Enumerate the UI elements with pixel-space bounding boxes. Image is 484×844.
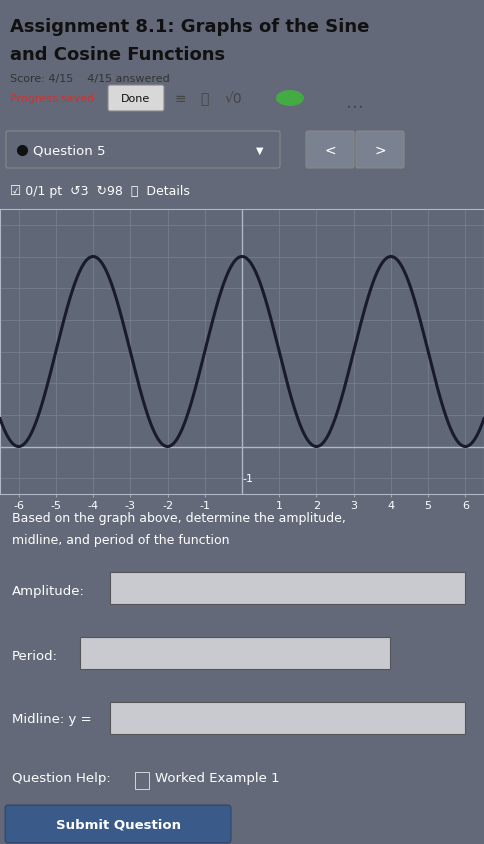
Ellipse shape: [276, 91, 304, 107]
Text: ☑ 0/1 pt  ↺3  ↻98  ⓘ  Details: ☑ 0/1 pt ↺3 ↻98 ⓘ Details: [10, 186, 190, 198]
FancyBboxPatch shape: [356, 132, 404, 169]
Text: Worked Example 1: Worked Example 1: [155, 771, 280, 785]
Text: Submit Question: Submit Question: [56, 818, 181, 830]
FancyBboxPatch shape: [110, 572, 465, 604]
FancyBboxPatch shape: [80, 637, 390, 669]
Bar: [135, 772, 149, 789]
FancyBboxPatch shape: [306, 132, 354, 169]
Text: Question Help:: Question Help:: [12, 771, 111, 785]
Text: Question 5: Question 5: [33, 144, 106, 157]
Text: Progress saved: Progress saved: [10, 94, 94, 104]
Text: Midline: y =: Midline: y =: [12, 712, 91, 725]
Text: ▼: ▼: [256, 146, 264, 156]
Text: ⋮: ⋮: [340, 90, 358, 107]
Text: midline, and period of the function: midline, and period of the function: [12, 533, 229, 546]
Text: Amplitude:: Amplitude:: [12, 584, 85, 598]
Text: Based on the graph above, determine the amplitude,: Based on the graph above, determine the …: [12, 511, 346, 524]
Text: and Cosine Functions: and Cosine Functions: [10, 46, 225, 64]
Text: Score: 4/15    4/15 answered: Score: 4/15 4/15 answered: [10, 74, 170, 84]
Text: >: >: [374, 143, 386, 158]
Text: Period:: Period:: [12, 649, 58, 663]
Text: -1: -1: [242, 473, 253, 484]
Text: √0: √0: [225, 92, 242, 106]
Text: ⎙: ⎙: [200, 92, 209, 106]
FancyBboxPatch shape: [6, 132, 280, 169]
FancyBboxPatch shape: [108, 86, 164, 112]
Text: <: <: [324, 143, 336, 158]
FancyBboxPatch shape: [5, 805, 231, 843]
Text: Done: Done: [121, 94, 151, 104]
FancyBboxPatch shape: [110, 702, 465, 734]
Text: Assignment 8.1: Graphs of the Sine: Assignment 8.1: Graphs of the Sine: [10, 18, 369, 36]
Text: ≡: ≡: [175, 92, 187, 106]
